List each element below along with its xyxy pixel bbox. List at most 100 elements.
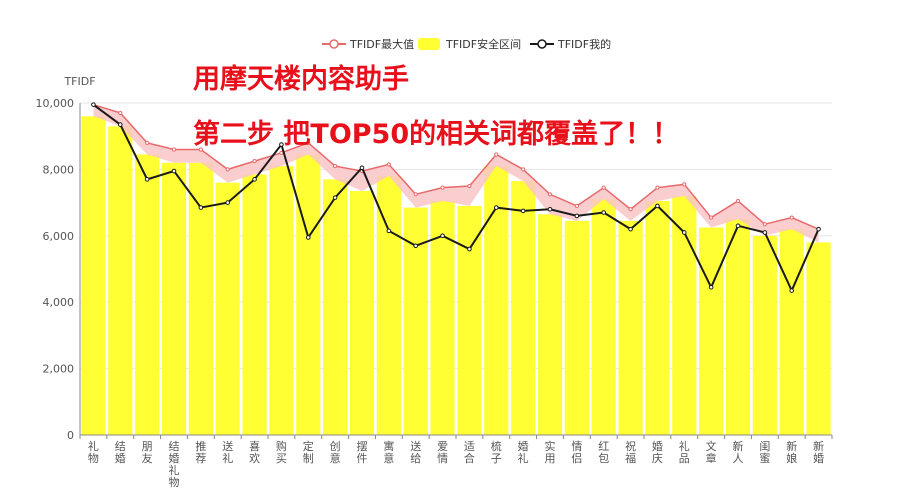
x-tick-label: 礼 [222, 451, 233, 465]
max-point [198, 147, 203, 152]
x-tick-label: 欢 [249, 451, 260, 465]
legend[interactable]: TFIDF最大值 TFIDF安全区间 TFIDF我的 [322, 37, 611, 51]
bar [725, 219, 751, 435]
my-point [117, 122, 123, 127]
max-point [171, 147, 177, 152]
my-point [225, 200, 231, 205]
bar [752, 235, 777, 435]
x-tick-label: 件 [357, 452, 368, 465]
x-tick-label: 用 [545, 452, 556, 465]
x-tick-label: 定 [303, 439, 314, 453]
x-tick-label: 情 [437, 452, 448, 465]
x-tick-label: 侣 [571, 451, 582, 465]
my-point [359, 165, 365, 171]
x-tick-label: 意 [383, 451, 394, 465]
bar [323, 179, 348, 435]
legend-label: TFIDF安全区间 [445, 37, 521, 51]
my-point [171, 168, 177, 174]
my-point [332, 195, 338, 200]
my-point [628, 226, 633, 232]
max-point [440, 185, 445, 190]
my-point [655, 203, 660, 209]
legend-label: TFIDF最大值 [349, 37, 414, 51]
bar [484, 166, 509, 435]
bar [511, 181, 536, 435]
x-tick-label: 新 [813, 439, 824, 453]
x-tick-label: 送 [410, 439, 421, 453]
legend-item[interactable]: TFIDF我的 [530, 37, 611, 51]
legend-item[interactable]: TFIDF安全区间 [418, 37, 521, 51]
my-point [547, 206, 553, 212]
bar [618, 220, 643, 435]
max-point [521, 167, 526, 172]
x-tick-label: 购 [276, 439, 287, 453]
bar [296, 154, 321, 435]
max-point [574, 203, 579, 209]
my-point [440, 233, 445, 239]
max-point [413, 192, 418, 197]
bar [135, 154, 160, 435]
x-tick-label: 礼 [518, 451, 529, 465]
max-point [655, 185, 660, 190]
x-tick-label: 福 [625, 451, 636, 465]
max-point [762, 222, 767, 227]
my-point [601, 210, 607, 215]
y-tick-label: 4,000 [43, 296, 75, 309]
my-line [92, 103, 820, 294]
max-point [252, 159, 257, 164]
my-point [144, 177, 150, 182]
my-point [386, 228, 392, 234]
max-point [225, 167, 230, 172]
x-tick-label: 物 [88, 451, 99, 465]
x-tick-label: 子 [491, 452, 502, 465]
x-tick-label: 创 [330, 440, 341, 453]
x-tick-label: 意 [330, 451, 341, 465]
x-tick-label: 品 [679, 452, 690, 465]
my-point [305, 235, 311, 240]
x-tick-label: 礼 [88, 439, 99, 453]
my-point [681, 230, 687, 235]
legend-item[interactable]: TFIDF最大值 [322, 37, 414, 51]
bar [806, 242, 831, 435]
bar [457, 205, 482, 435]
x-tick-label: 友 [142, 451, 153, 465]
max-point [494, 152, 499, 157]
overlay-title-line1: 用摩天楼内容助手 [193, 63, 409, 95]
max-point [682, 182, 687, 187]
x-tick-label: 结 [115, 440, 126, 453]
my-point [816, 226, 821, 232]
x-tick-label: 推 [195, 439, 206, 453]
bar [188, 162, 213, 435]
legend-label: TFIDF我的 [557, 37, 611, 51]
y-tick-label: 0 [67, 429, 74, 442]
x-tick-label: 摆 [357, 439, 368, 453]
bar [242, 174, 267, 435]
max-point [118, 110, 123, 116]
x-tick-label: 新 [733, 439, 744, 453]
my-point [252, 177, 257, 182]
x-tick-label: 制 [303, 452, 314, 465]
bar [645, 200, 670, 435]
bar [215, 182, 240, 435]
x-tick-label: 庆 [652, 451, 663, 465]
max-point [628, 207, 633, 212]
max-point [333, 163, 338, 169]
x-tick-label: 闺 [759, 439, 770, 453]
my-point [91, 102, 96, 107]
bar [591, 199, 616, 435]
x-tick-label: 人 [733, 452, 744, 465]
axes: 02,0004,0006,0008,00010,000TFIDF礼物结婚朋友结婚… [36, 75, 833, 489]
bar [779, 229, 804, 435]
x-tick-label: 结 [169, 440, 180, 453]
bar [376, 176, 401, 436]
x-tick-label: 合 [464, 451, 475, 465]
max-point [547, 192, 553, 197]
bar [349, 190, 375, 435]
x-tick-label: 红 [598, 440, 609, 453]
x-tick-label: 娘 [786, 451, 797, 465]
y-tick-label: 8,000 [43, 163, 75, 176]
my-point [708, 284, 714, 290]
my-point [493, 205, 499, 210]
max-line [93, 103, 819, 230]
